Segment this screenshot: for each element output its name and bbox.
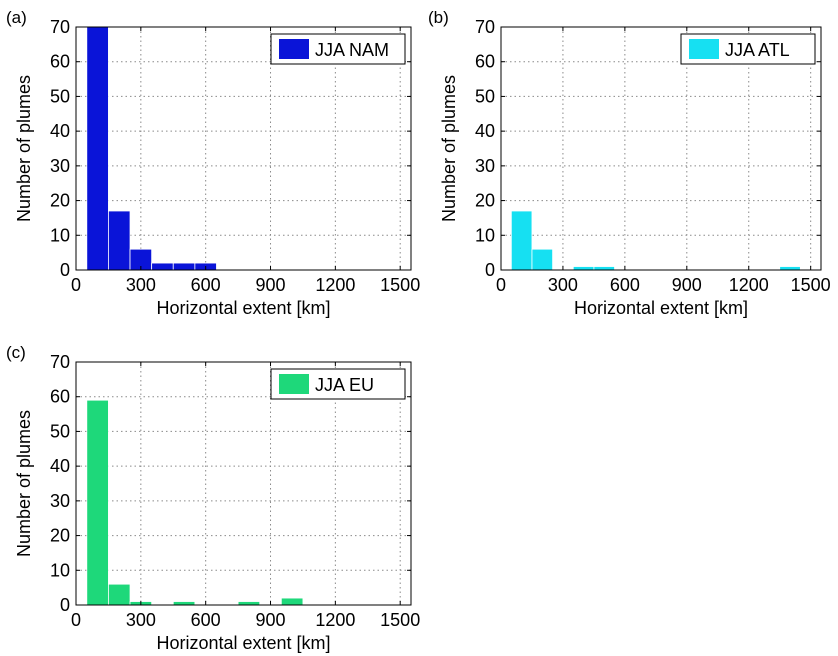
axes-frame xyxy=(500,26,822,271)
histogram-bar xyxy=(151,262,174,271)
y-tick-label: 50 xyxy=(475,86,495,106)
histogram-bar xyxy=(779,266,801,271)
chart-panel-a: 0 300 600 900 1200 1500 0 10 20 30 40 50 60 70 Horizon… xyxy=(6,8,420,318)
x-tick-label: 0 xyxy=(71,610,81,630)
x-tick-label: 0 xyxy=(496,275,506,295)
y-tick-label: 10 xyxy=(50,225,70,245)
x-tick-label: 1200 xyxy=(729,275,769,295)
axes-frame xyxy=(75,26,412,271)
y-tick-label: 0 xyxy=(60,260,70,280)
x-tick-label: 1500 xyxy=(380,610,420,630)
y-tick-label: 50 xyxy=(50,421,70,441)
histogram-bar xyxy=(172,601,196,606)
legend-swatch xyxy=(279,374,309,394)
x-tick-label: 900 xyxy=(255,610,285,630)
y-tick-label: 70 xyxy=(50,352,70,372)
y-tick-label: 30 xyxy=(50,156,70,176)
panel-label: (b) xyxy=(428,8,449,27)
x-tick-label: 0 xyxy=(71,275,81,295)
x-tick-label: 300 xyxy=(126,610,156,630)
y-tick-label: 0 xyxy=(485,260,495,280)
legend-label: JJA NAM xyxy=(315,40,389,60)
y-tick-label: 40 xyxy=(50,456,70,476)
chart-panel-c: 0 300 600 900 1200 1500 0 10 20 30 40 50 60 70 Horizon… xyxy=(6,343,420,653)
x-tick-label: 1500 xyxy=(791,275,831,295)
y-tick-label: 40 xyxy=(475,121,495,141)
plot-area xyxy=(501,27,821,270)
y-tick-label: 70 xyxy=(50,17,70,37)
plot-area xyxy=(76,362,411,605)
histogram-bar xyxy=(280,597,304,606)
histogram-bar xyxy=(572,266,595,271)
legend-swatch xyxy=(689,39,719,59)
x-tick-label: 1200 xyxy=(315,610,355,630)
histogram-bar xyxy=(86,26,109,271)
panel-label: (a) xyxy=(6,8,27,27)
legend: JJA EU xyxy=(270,368,406,400)
y-tick-label: 60 xyxy=(475,52,495,72)
legend: JJA ATL xyxy=(680,33,816,65)
histogram-bar xyxy=(593,266,615,271)
x-axis-label: Horizontal extent [km] xyxy=(574,298,748,318)
legend-label: JJA ATL xyxy=(725,40,790,60)
legend: JJA NAM xyxy=(270,33,406,65)
histogram-bar xyxy=(86,399,109,606)
histogram-bar xyxy=(237,601,261,606)
x-tick-label: 300 xyxy=(126,275,156,295)
y-tick-label: 30 xyxy=(50,491,70,511)
histogram-bar xyxy=(108,210,131,271)
x-axis-label: Horizontal extent [km] xyxy=(156,633,330,653)
y-axis-label: Number of plumes xyxy=(14,75,34,222)
histogram-bar xyxy=(531,248,554,271)
panel-label: (c) xyxy=(6,343,26,362)
histogram-bar xyxy=(510,210,533,271)
x-tick-label: 900 xyxy=(672,275,702,295)
y-tick-label: 20 xyxy=(50,191,70,211)
histogram-bar xyxy=(172,262,196,271)
x-tick-label: 1500 xyxy=(380,275,420,295)
x-tick-label: 600 xyxy=(191,610,221,630)
plot-area xyxy=(76,27,411,270)
x-axis-label: Horizontal extent [km] xyxy=(156,298,330,318)
y-tick-label: 60 xyxy=(50,387,70,407)
axes-frame xyxy=(75,361,412,606)
chart-panel-b: 0 300 600 900 1200 1500 0 10 20 30 40 50 60 70 Horizon… xyxy=(428,8,831,318)
y-tick-label: 30 xyxy=(475,156,495,176)
legend-label: JJA EU xyxy=(315,375,374,395)
y-tick-label: 40 xyxy=(50,121,70,141)
x-tick-label: 900 xyxy=(255,275,285,295)
y-tick-label: 10 xyxy=(475,225,495,245)
y-tick-label: 70 xyxy=(475,17,495,37)
x-tick-label: 600 xyxy=(610,275,640,295)
x-tick-label: 1200 xyxy=(315,275,355,295)
legend-swatch xyxy=(279,39,309,59)
y-tick-label: 0 xyxy=(60,595,70,615)
x-tick-label: 600 xyxy=(191,275,221,295)
y-tick-label: 50 xyxy=(50,86,70,106)
y-tick-label: 10 xyxy=(50,560,70,580)
y-axis-label: Number of plumes xyxy=(439,75,459,222)
histogram-bar xyxy=(108,583,131,606)
y-tick-label: 20 xyxy=(50,526,70,546)
y-tick-label: 60 xyxy=(50,52,70,72)
y-axis-label: Number of plumes xyxy=(14,410,34,557)
y-tick-label: 20 xyxy=(475,191,495,211)
x-tick-label: 300 xyxy=(548,275,578,295)
